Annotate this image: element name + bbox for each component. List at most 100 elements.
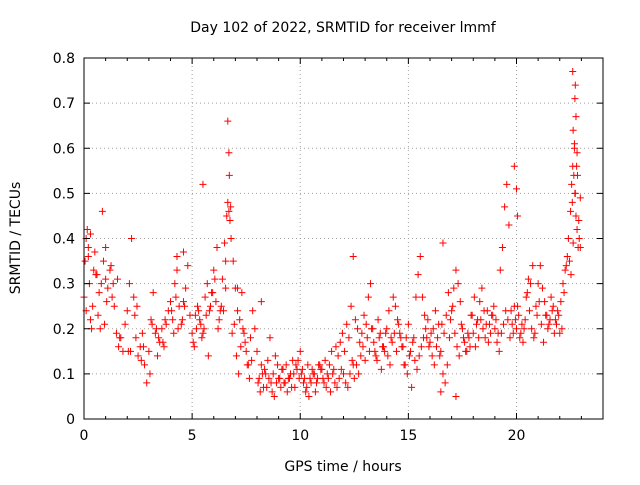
x-tick-label: 5 [188, 428, 197, 444]
data-point [535, 298, 543, 306]
data-point [576, 194, 584, 202]
data-point [557, 298, 565, 306]
data-point [561, 266, 569, 274]
data-point [476, 298, 484, 306]
data-point [496, 266, 504, 274]
data-point [194, 302, 202, 310]
data-point [394, 316, 402, 324]
data-point [443, 361, 451, 369]
data-point [568, 180, 576, 188]
data-point [350, 374, 358, 382]
data-point [159, 338, 167, 346]
data-point [428, 352, 436, 360]
data-point [217, 302, 225, 310]
data-point [287, 370, 295, 378]
data-point [211, 275, 219, 283]
data-point [83, 225, 91, 233]
data-point [375, 334, 383, 342]
data-point [450, 284, 458, 292]
data-point [106, 266, 114, 274]
x-tick-label: 0 [80, 428, 89, 444]
data-point [227, 235, 235, 242]
data-point [125, 280, 133, 288]
data-point [568, 198, 576, 206]
data-point [214, 325, 222, 333]
data-point [567, 271, 575, 279]
data-point [204, 352, 212, 360]
data-point [179, 298, 187, 306]
data-point [564, 235, 572, 242]
data-point [148, 320, 156, 328]
data-point [328, 347, 336, 355]
data-point [454, 280, 462, 288]
data-point [472, 320, 480, 328]
data-point [248, 356, 256, 364]
data-point [488, 311, 496, 319]
data-point [545, 320, 553, 328]
data-point [91, 248, 99, 256]
data-point [369, 325, 377, 333]
data-point [409, 338, 417, 346]
plot-frame [83, 57, 604, 420]
data-point [225, 207, 233, 215]
data-point [462, 347, 470, 355]
data-point [532, 302, 540, 310]
data-point [251, 325, 259, 333]
data-point [315, 361, 323, 369]
data-point [573, 149, 581, 157]
data-point [241, 338, 249, 346]
data-point [340, 370, 347, 378]
data-point [84, 253, 92, 261]
data-point [138, 329, 146, 337]
data-point [323, 370, 331, 378]
data-point [197, 320, 205, 328]
data-point [271, 352, 279, 360]
data-point [531, 329, 539, 337]
data-point [334, 352, 342, 360]
data-point [571, 189, 579, 197]
data-point [548, 307, 556, 315]
data-point [575, 235, 583, 242]
data-point [429, 325, 437, 333]
data-point [572, 212, 580, 220]
data-point [527, 280, 535, 288]
data-point [475, 334, 483, 342]
data-point [338, 329, 346, 337]
data-point [490, 302, 498, 310]
data-point [239, 325, 247, 333]
data-point [399, 343, 407, 351]
y-tick-label: 0.6 [53, 141, 75, 157]
data-point [228, 329, 236, 337]
data-point [114, 275, 122, 283]
data-point [226, 216, 234, 224]
data-point [291, 383, 299, 391]
data-point [192, 325, 200, 333]
data-point [432, 343, 440, 351]
data-point [96, 325, 104, 333]
data-point [452, 392, 460, 400]
data-point [240, 329, 248, 337]
data-point [134, 352, 142, 360]
data-point [177, 320, 185, 328]
data-point [447, 316, 455, 324]
data-point [478, 284, 486, 292]
data-point [534, 280, 542, 288]
data-point [312, 379, 320, 387]
data-point [84, 244, 92, 252]
data-point [343, 320, 351, 328]
data-point [199, 180, 207, 188]
data-point [513, 185, 520, 193]
data-point [387, 334, 395, 342]
data-point [501, 203, 509, 211]
data-point [257, 298, 265, 306]
data-point [483, 307, 491, 315]
data-point [439, 239, 447, 247]
data-point [392, 347, 400, 355]
y-axis-label: SRMTID / TECUs [8, 182, 24, 295]
data-point [331, 379, 339, 387]
data-point [487, 329, 495, 337]
data-point [374, 316, 382, 324]
data-point [247, 334, 255, 342]
data-point [108, 293, 116, 301]
